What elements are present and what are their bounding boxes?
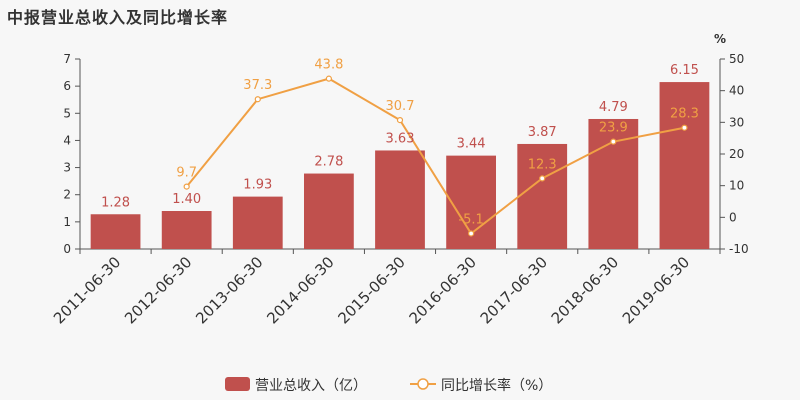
growth-rate-data-label: 37.3 (243, 78, 272, 93)
revenue-data-label: 4.79 (599, 100, 628, 115)
left-tick-label: 1 (63, 215, 71, 229)
left-tick-label: 0 (63, 242, 71, 256)
growth-rate-line (185, 77, 685, 235)
right-tick-label: -10 (729, 242, 749, 256)
x-tick-label: 2012-06-30 (121, 253, 195, 327)
revenue-bar (659, 82, 710, 249)
right-tick-label: 40 (729, 84, 744, 98)
revenue-data-label: 6.15 (670, 63, 699, 78)
revenue-bar (161, 211, 212, 249)
growth-rate-point (610, 138, 617, 145)
revenue-bar (304, 173, 354, 249)
growth-rate-point (325, 75, 332, 82)
x-tick-label: 2011-06-30 (50, 253, 124, 327)
right-axis-unit: % (714, 32, 726, 46)
left-tick-label: 2 (63, 188, 71, 202)
revenue-data-label: 1.93 (243, 178, 272, 193)
revenue-bar (375, 150, 425, 249)
revenue-data-label: 3.63 (386, 131, 415, 146)
growth-rate-point (539, 175, 546, 182)
right-tick-label: 10 (729, 179, 744, 193)
growth-rate-point (468, 230, 475, 237)
legend-growth-marker (417, 378, 429, 390)
revenue-data-label: 3.87 (528, 125, 557, 140)
revenue-bar (232, 196, 283, 249)
growth-rate-data-label: 23.9 (599, 121, 628, 136)
revenue-bar (90, 214, 141, 249)
legend-revenue-label: 营业总收入（亿） (255, 378, 367, 394)
x-tick-label: 2016-06-30 (406, 253, 480, 327)
x-tick-label: 2014-06-30 (263, 253, 337, 327)
growth-rate-data-label: 30.7 (386, 99, 415, 114)
left-tick-label: 7 (63, 52, 71, 66)
revenue-data-label: 1.28 (101, 195, 130, 210)
right-tick-label: 20 (729, 147, 744, 161)
right-tick-label: 50 (729, 52, 744, 66)
x-tick-label: 2017-06-30 (477, 253, 551, 327)
right-tick-label: 30 (729, 115, 744, 129)
growth-rate-point (183, 183, 190, 190)
growth-rate-data-label: 9.7 (176, 166, 197, 181)
revenue-bar (517, 143, 568, 249)
growth-rate-data-label: 12.3 (528, 157, 557, 172)
x-tick-label: 2015-06-30 (334, 253, 408, 327)
growth-rate-data-label: 43.8 (314, 58, 343, 73)
growth-rate-data-label: -5.1 (458, 212, 483, 227)
left-tick-label: 4 (63, 133, 71, 147)
left-tick-label: 6 (63, 79, 71, 93)
growth-rate-point (681, 124, 688, 131)
growth-rate-point (254, 96, 261, 103)
chart-title: 中报营业总收入及同比增长率 (7, 8, 229, 27)
x-tick-label: 2013-06-30 (192, 253, 266, 327)
x-tick-label: 2018-06-30 (548, 253, 622, 327)
left-tick-label: 3 (63, 161, 71, 175)
revenue-data-label: 2.78 (314, 155, 343, 170)
growth-rate-point (396, 117, 404, 124)
revenue-data-label: 3.44 (457, 137, 486, 152)
legend-revenue-swatch (225, 377, 250, 391)
legend-growth-label: 同比增长率（%） (441, 377, 552, 394)
left-tick-label: 5 (63, 106, 71, 120)
x-tick-label: 2019-06-30 (619, 253, 693, 327)
revenue-data-label: 1.40 (172, 192, 201, 207)
growth-rate-data-label: 28.3 (670, 107, 699, 122)
right-tick-label: 0 (729, 210, 737, 224)
